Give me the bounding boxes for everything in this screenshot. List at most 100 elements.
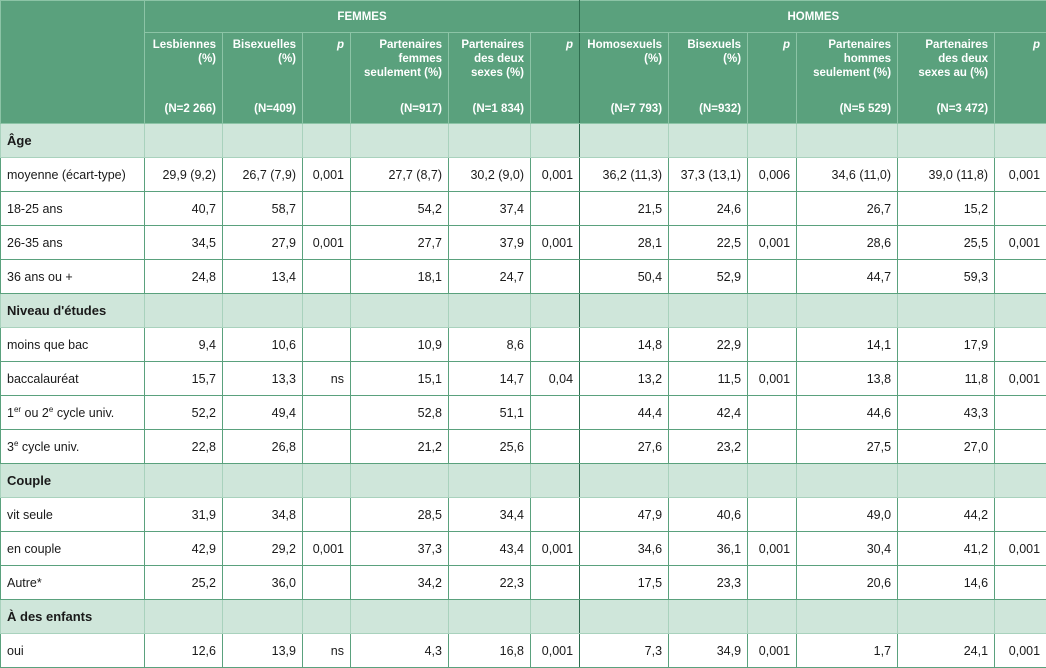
section-filler — [995, 600, 1046, 634]
section-filler — [303, 464, 351, 498]
table-cell — [303, 566, 351, 600]
table-cell: 0,001 — [748, 532, 797, 566]
column-header: Partenaires des deux sexes (%)(N=1 834) — [449, 33, 531, 124]
table-cell: 40,7 — [145, 192, 223, 226]
table-cell — [303, 328, 351, 362]
section-row: Niveau d'études — [1, 294, 1046, 328]
table-cell: 15,7 — [145, 362, 223, 396]
table-cell — [303, 396, 351, 430]
section-title: Couple — [1, 464, 145, 498]
group-header-hommes: HOMMES — [580, 1, 1046, 33]
table-cell: 22,5 — [669, 226, 748, 260]
section-filler — [449, 124, 531, 158]
column-count: (N=3 472) — [904, 102, 988, 122]
column-count: (N=1 834) — [455, 102, 524, 122]
table-cell — [303, 498, 351, 532]
table-cell: 0,001 — [531, 634, 580, 668]
section-filler — [995, 124, 1046, 158]
table-cell: 24,6 — [669, 192, 748, 226]
section-filler — [223, 294, 303, 328]
table-cell: 44,7 — [797, 260, 898, 294]
section-filler — [351, 294, 449, 328]
table-cell: 13,4 — [223, 260, 303, 294]
row-label: vit seule — [1, 498, 145, 532]
column-title: p — [754, 38, 790, 52]
section-title: À des enfants — [1, 600, 145, 634]
table-cell: 41,2 — [898, 532, 995, 566]
table-cell: 15,2 — [898, 192, 995, 226]
section-filler — [303, 124, 351, 158]
section-filler — [580, 464, 669, 498]
table-cell: 26,7 — [797, 192, 898, 226]
table-cell — [303, 192, 351, 226]
section-filler — [531, 464, 580, 498]
table-cell: 10,6 — [223, 328, 303, 362]
row-label: moins que bac — [1, 328, 145, 362]
table-cell — [748, 498, 797, 532]
section-filler — [580, 124, 669, 158]
table-cell: 28,6 — [797, 226, 898, 260]
row-label: 3e cycle univ. — [1, 430, 145, 464]
table-cell: 43,3 — [898, 396, 995, 430]
table-row: moyenne (écart-type)29,9 (9,2)26,7 (7,9)… — [1, 158, 1046, 192]
column-header: p — [303, 33, 351, 124]
section-filler — [748, 294, 797, 328]
table-cell: 18,1 — [351, 260, 449, 294]
table-cell: 24,8 — [145, 260, 223, 294]
section-filler — [669, 124, 748, 158]
table-cell — [995, 396, 1046, 430]
table-cell: 34,4 — [449, 498, 531, 532]
table-cell: 40,6 — [669, 498, 748, 532]
table-cell — [748, 260, 797, 294]
table-cell: 52,8 — [351, 396, 449, 430]
table-cell: 0,001 — [531, 226, 580, 260]
column-count: (N=917) — [357, 102, 442, 122]
table-cell: 30,2 (9,0) — [449, 158, 531, 192]
table-cell: 0,001 — [531, 158, 580, 192]
section-filler — [748, 124, 797, 158]
column-header: Homosexuels (%)(N=7 793) — [580, 33, 669, 124]
group-header-femmes: FEMMES — [145, 1, 580, 33]
section-filler — [531, 124, 580, 158]
section-filler — [669, 464, 748, 498]
table-cell: 14,6 — [898, 566, 995, 600]
table-cell: 22,8 — [145, 430, 223, 464]
table-cell — [748, 566, 797, 600]
section-row: Âge — [1, 124, 1046, 158]
table-cell: 9,4 — [145, 328, 223, 362]
column-header: Lesbiennes (%)(N=2 266) — [145, 33, 223, 124]
table-cell: 25,6 — [449, 430, 531, 464]
table-cell: 49,0 — [797, 498, 898, 532]
table-cell — [748, 192, 797, 226]
table-cell: 31,9 — [145, 498, 223, 532]
table-cell: 44,4 — [580, 396, 669, 430]
table-cell — [531, 430, 580, 464]
section-title: Âge — [1, 124, 145, 158]
column-title: p — [1001, 38, 1040, 52]
row-label: 26-35 ans — [1, 226, 145, 260]
table-cell: 28,5 — [351, 498, 449, 532]
section-filler — [995, 294, 1046, 328]
column-header: Partenaires femmes seulement (%)(N=917) — [351, 33, 449, 124]
table-cell: 30,4 — [797, 532, 898, 566]
table-cell: 0,001 — [995, 532, 1046, 566]
row-label: en couple — [1, 532, 145, 566]
table-cell: 0,04 — [531, 362, 580, 396]
table-cell: 0,001 — [748, 634, 797, 668]
table-cell: 34,6 — [580, 532, 669, 566]
table-cell — [995, 566, 1046, 600]
row-label: moyenne (écart-type) — [1, 158, 145, 192]
section-filler — [303, 294, 351, 328]
section-filler — [669, 600, 748, 634]
section-filler — [223, 600, 303, 634]
section-filler — [223, 124, 303, 158]
column-title: Lesbiennes (%) — [151, 38, 216, 66]
row-label: 1er ou 2e cycle univ. — [1, 396, 145, 430]
table-cell: 0,006 — [748, 158, 797, 192]
section-filler — [898, 464, 995, 498]
table-cell: 17,5 — [580, 566, 669, 600]
table-cell: 13,2 — [580, 362, 669, 396]
table-cell: 34,6 (11,0) — [797, 158, 898, 192]
